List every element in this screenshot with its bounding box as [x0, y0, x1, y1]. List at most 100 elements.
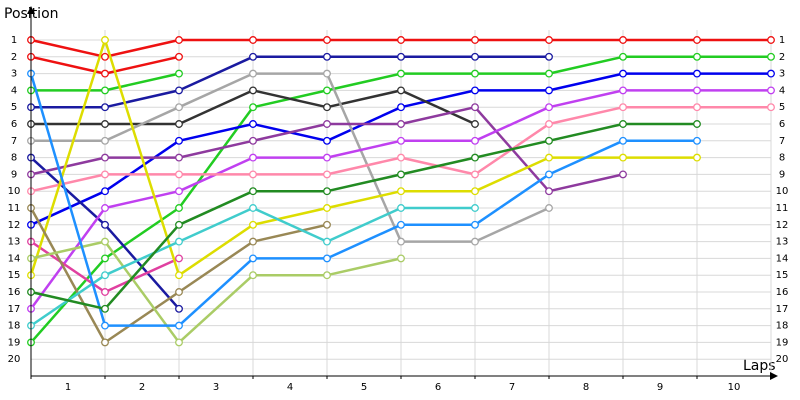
- position-marker: [101, 288, 109, 296]
- position-marker: [693, 120, 701, 128]
- position-marker: [323, 36, 331, 44]
- y-tick-label-right: 5: [779, 102, 785, 113]
- y-tick-label-right: 18: [776, 321, 789, 332]
- position-marker: [471, 69, 479, 78]
- position-marker: [101, 204, 109, 212]
- position-marker: [249, 220, 257, 229]
- position-marker: [323, 187, 331, 196]
- y-tick-label-right: 11: [776, 203, 789, 214]
- position-marker: [101, 136, 109, 145]
- y-tick-label-right: 8: [779, 153, 785, 164]
- y-tick-label-right: 15: [776, 270, 789, 281]
- position-marker: [397, 86, 405, 95]
- x-tick-label: 10: [728, 382, 741, 393]
- position-marker: [545, 52, 553, 61]
- position-marker: [101, 120, 109, 128]
- position-marker: [545, 153, 553, 162]
- position-marker: [397, 153, 405, 162]
- y-tick-label-right: 14: [776, 253, 789, 264]
- position-marker: [397, 36, 405, 44]
- y-tick-label: 7: [11, 136, 17, 147]
- position-marker: [323, 52, 331, 61]
- y-tick-label-right: 2: [779, 52, 785, 63]
- position-marker: [175, 52, 183, 61]
- position-marker: [175, 220, 183, 229]
- position-marker: [767, 86, 775, 95]
- position-marker: [693, 153, 701, 162]
- position-marker: [323, 170, 331, 179]
- y-tick-label-right: 6: [779, 119, 785, 130]
- x-axis-title: Laps: [743, 358, 776, 374]
- y-tick-label: 19: [8, 337, 21, 348]
- y-tick-label: 10: [8, 186, 21, 197]
- position-marker: [397, 254, 405, 263]
- x-tick-label: 2: [139, 382, 145, 393]
- y-tick-label-right: 10: [776, 186, 789, 197]
- position-marker: [249, 52, 257, 61]
- position-marker: [397, 120, 405, 128]
- y-tick-label-right: 1: [779, 35, 785, 46]
- position-marker: [693, 52, 701, 61]
- position-marker: [619, 86, 627, 95]
- position-marker: [323, 237, 331, 246]
- position-marker: [323, 86, 331, 95]
- position-marker: [397, 69, 405, 78]
- position-marker: [101, 254, 109, 263]
- position-marker: [175, 271, 183, 280]
- position-marker: [101, 187, 109, 196]
- position-marker: [545, 103, 553, 112]
- position-marker: [397, 220, 405, 229]
- y-tick-label: 8: [11, 153, 17, 164]
- y-tick-label: 15: [8, 270, 21, 281]
- y-tick-label: 20: [8, 354, 21, 365]
- position-marker: [323, 69, 331, 78]
- y-tick-label: 17: [8, 304, 21, 315]
- position-marker: [249, 187, 257, 196]
- position-marker: [471, 103, 479, 112]
- position-marker: [249, 136, 257, 145]
- position-marker: [323, 120, 331, 128]
- x-tick-label: 9: [657, 382, 663, 393]
- position-marker: [619, 103, 627, 112]
- y-tick-label-right: 19: [776, 337, 789, 348]
- position-marker: [471, 204, 479, 212]
- position-marker: [545, 187, 553, 196]
- position-marker: [175, 321, 183, 330]
- position-marker: [471, 136, 479, 145]
- position-marker: [471, 237, 479, 246]
- position-marker: [767, 36, 775, 44]
- position-line: [29, 73, 697, 327]
- position-marker: [323, 204, 331, 212]
- y-tick-label-right: 16: [776, 287, 789, 298]
- y-tick-label: 1: [11, 35, 17, 46]
- y-tick-label-right: 9: [779, 169, 785, 180]
- position-marker: [471, 36, 479, 44]
- position-marker: [545, 136, 553, 145]
- position-marker: [397, 237, 405, 246]
- position-marker: [101, 36, 109, 44]
- position-marker: [175, 304, 183, 313]
- x-tick-label: 3: [213, 382, 219, 393]
- position-marker: [175, 86, 183, 95]
- y-tick-label: 18: [8, 321, 21, 332]
- y-axis-arrow: [27, 6, 35, 14]
- x-tick-label: 7: [509, 382, 515, 393]
- y-tick-label: 9: [11, 169, 17, 180]
- position-marker: [545, 69, 553, 78]
- position-marker: [101, 271, 109, 280]
- position-line: [31, 72, 550, 243]
- position-marker: [323, 271, 331, 280]
- y-tick-label-right: 20: [776, 354, 789, 365]
- position-marker: [101, 52, 109, 61]
- position-marker: [101, 170, 109, 179]
- position-marker: [249, 86, 257, 95]
- position-marker: [175, 136, 183, 145]
- position-marker: [175, 170, 183, 179]
- position-marker: [619, 136, 627, 145]
- position-marker: [101, 103, 109, 112]
- position-marker: [249, 254, 257, 263]
- position-marker: [249, 69, 257, 78]
- y-tick-label-right: 12: [776, 220, 789, 231]
